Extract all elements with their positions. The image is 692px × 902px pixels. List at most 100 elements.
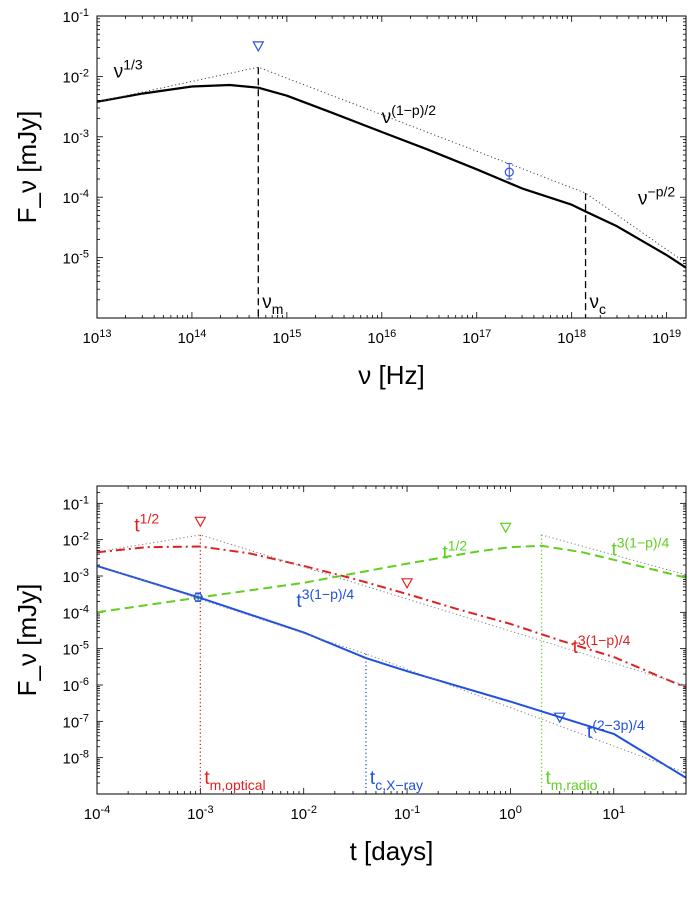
slope-label-0: ν1/3: [114, 57, 143, 83]
y-tick-label: 10-4: [63, 603, 89, 622]
x-tick-label-base: 10: [394, 806, 411, 823]
slope-label-1: t1/2: [442, 538, 467, 564]
slope-label-2-base: t: [611, 539, 617, 560]
x-tick-label-sup: -2: [307, 804, 317, 816]
x-tick-label-sup: 19: [669, 328, 681, 340]
x-tick-label-base: 10: [602, 806, 619, 823]
x-tick-label: 1016: [367, 328, 396, 347]
slope-label-5-base: t: [587, 722, 593, 743]
x-tick-label-sup: 16: [384, 328, 396, 340]
slope-label-2-sup: −p/2: [648, 184, 676, 200]
y-tick-label-sup: -2: [79, 531, 89, 543]
y-tick-label: 10-1: [63, 494, 89, 513]
slope-label-4-base: t: [573, 637, 579, 658]
x-tick-label-base: 10: [367, 330, 384, 347]
series-X-ray: [97, 564, 686, 779]
y-tick-label-sup: -7: [79, 712, 89, 724]
y-tick-label-sup: -4: [79, 603, 89, 615]
y-tick-label-base: 10: [63, 190, 80, 207]
slope-label-1: ν(1−p)/2: [382, 102, 436, 128]
vline-label-1: νc: [590, 292, 607, 317]
series-X-ray-asymptote: [97, 564, 686, 774]
x-tick-label: 1018: [557, 328, 586, 347]
slope-label-0-sup: 1/2: [140, 510, 160, 526]
y-tick-label-base: 10: [63, 251, 80, 268]
vline-label-1-base: ν: [590, 292, 600, 313]
slope-label-2-base: ν: [638, 189, 648, 210]
y-tick-label-sup: -5: [79, 640, 89, 652]
slope-label-0-base: ν: [114, 62, 124, 83]
y-tick-label-base: 10: [63, 533, 80, 550]
slope-label-1-base: ν: [382, 107, 392, 128]
upper-limit-marker: [252, 41, 265, 53]
upper-limit-marker: [553, 712, 566, 724]
series-1: [97, 66, 686, 264]
slope-label-4: t3(1−p)/4: [573, 632, 631, 658]
vline-label-0-base: ν: [262, 292, 272, 313]
x-tick-label-base: 10: [177, 330, 194, 347]
upper-limit-marker: [401, 578, 414, 590]
x-tick-label: 10-1: [394, 804, 420, 823]
y-tick-label: 10-2: [63, 531, 89, 550]
y-tick-label: 10-3: [63, 567, 89, 586]
y-axis-label: F_ν [mJy]: [12, 584, 42, 697]
y-tick-label-sup: -6: [79, 676, 89, 688]
y-tick-label: 10-2: [63, 67, 89, 86]
plot-area: [97, 534, 686, 794]
x-tick-label-base: 10: [499, 806, 516, 823]
vline-label-0-sub: m: [272, 301, 284, 317]
series-optical: [97, 545, 686, 689]
y-tick-label-base: 10: [63, 130, 80, 147]
lightcurve-chart: 10-4 10-3 10-2 10-1 100 10110-810-710-610-510…: [12, 485, 687, 866]
x-tick-label-sup: 1: [619, 804, 625, 816]
series-radio: [97, 544, 686, 614]
vline-label-1-sub: c,X−ray: [375, 777, 423, 793]
y-tick-label-base: 10: [63, 9, 80, 26]
y-tick-label-sup: -1: [79, 7, 89, 19]
slope-label-3-base: t: [296, 591, 302, 612]
vline-label-0: tm,optical: [204, 768, 265, 793]
y-tick-label-sup: -5: [79, 249, 89, 261]
y-tick-label-base: 10: [63, 751, 80, 768]
x-tick-label-base: 10: [84, 806, 101, 823]
vline-label-2-base: t: [546, 768, 552, 789]
series-optical-asymptote: [97, 534, 686, 686]
y-tick-label-base: 10: [63, 69, 80, 86]
plot-frame: [96, 485, 687, 795]
slope-label-0: t1/2: [134, 510, 159, 536]
vline-label-0-sub: m,optical: [210, 777, 266, 793]
upper-limit-marker: [194, 516, 207, 528]
y-axis-label: F_ν [mJy]: [12, 111, 42, 224]
x-tick-label-base: 10: [462, 330, 479, 347]
vline-label-2-sub: m,radio: [551, 777, 598, 793]
vline-label-2: tm,radio: [546, 768, 598, 793]
x-tick-label: 10-3: [187, 804, 213, 823]
x-tick-label: 10-4: [84, 804, 110, 823]
slope-label-3-sup: 3(1−p)/4: [302, 586, 355, 602]
slope-label-5: t(2−3p)/4: [587, 717, 645, 743]
slope-label-2: t3(1−p)/4: [611, 534, 669, 560]
x-tick-label-sup: 15: [289, 328, 301, 340]
y-tick-label: 10-8: [63, 749, 89, 768]
x-tick-label: 100: [499, 804, 522, 823]
slope-label-0-sup: 1/3: [123, 57, 143, 73]
x-tick-label-sup: -3: [204, 804, 214, 816]
x-tick-label-base: 10: [652, 330, 669, 347]
y-tick-label: 10-1: [63, 7, 89, 26]
slope-label-1-sup: 1/2: [448, 538, 468, 554]
x-tick-label-sup: 0: [516, 804, 522, 816]
slope-label-2: ν−p/2: [638, 184, 675, 210]
x-tick-label: 1014: [177, 328, 206, 347]
y-tick-label: 10-6: [63, 676, 89, 695]
x-tick-label-sup: -1: [411, 804, 421, 816]
slope-label-4-sup: 3(1−p)/4: [578, 632, 631, 648]
vline-label-0: νm: [262, 292, 283, 317]
series-0: [97, 83, 686, 269]
slope-label-1-sup: (1−p)/2: [391, 102, 436, 118]
x-tick-label: 1019: [652, 328, 681, 347]
slope-label-1-base: t: [442, 543, 448, 564]
upper-limit-marker: [499, 522, 512, 534]
spectrum-chart: 1013 1014 1015 1016 1017 1018 101910-510-410-3…: [12, 7, 687, 390]
y-tick-label-sup: -4: [79, 188, 89, 200]
